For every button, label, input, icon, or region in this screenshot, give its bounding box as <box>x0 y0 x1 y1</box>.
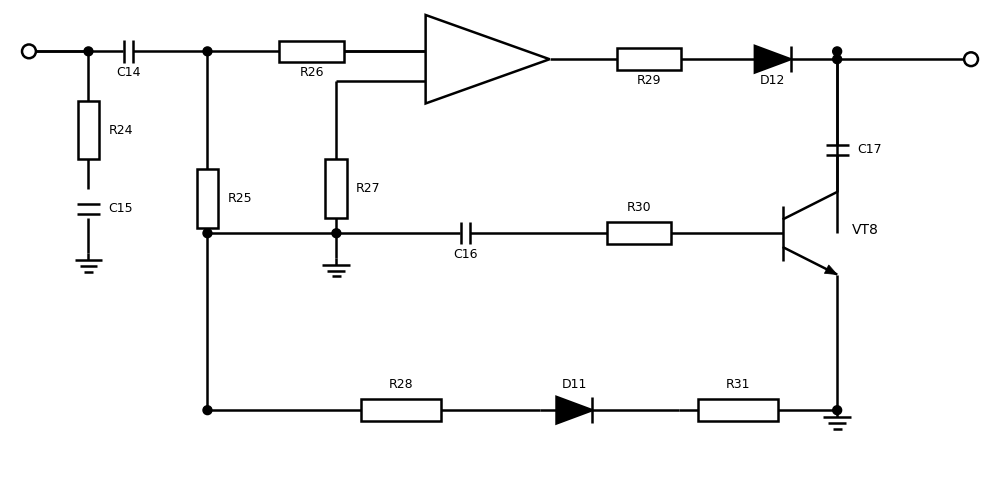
Circle shape <box>84 47 93 56</box>
Text: R29: R29 <box>637 74 661 87</box>
Text: R27: R27 <box>356 182 381 196</box>
Text: C15: C15 <box>108 202 133 215</box>
Text: D12: D12 <box>760 74 785 87</box>
Circle shape <box>203 47 212 56</box>
Bar <box>617 48 681 70</box>
Circle shape <box>964 52 978 66</box>
Bar <box>78 101 99 160</box>
Text: C14: C14 <box>116 67 140 79</box>
Text: +: + <box>439 30 452 45</box>
Bar <box>607 222 671 244</box>
Text: D11: D11 <box>562 378 587 390</box>
Polygon shape <box>426 15 550 104</box>
Text: C17: C17 <box>857 143 882 156</box>
Circle shape <box>203 406 212 415</box>
Text: R31: R31 <box>726 378 750 390</box>
Text: −: − <box>439 72 452 90</box>
Circle shape <box>833 406 842 415</box>
Text: R26: R26 <box>299 67 324 79</box>
Circle shape <box>833 47 842 56</box>
Text: R25: R25 <box>227 192 252 205</box>
Polygon shape <box>824 265 837 275</box>
Text: VT8: VT8 <box>852 223 879 237</box>
Text: R30: R30 <box>627 201 651 213</box>
Circle shape <box>203 229 212 238</box>
Circle shape <box>833 55 842 64</box>
Text: R28: R28 <box>389 378 413 390</box>
Polygon shape <box>557 397 592 423</box>
Text: P: P <box>498 52 507 67</box>
Text: C16: C16 <box>453 248 478 261</box>
Polygon shape <box>755 46 791 72</box>
Circle shape <box>332 229 341 238</box>
Bar <box>361 399 441 421</box>
Bar <box>197 169 218 228</box>
Circle shape <box>22 44 36 58</box>
Bar <box>325 160 347 218</box>
Bar <box>698 399 778 421</box>
Text: R24: R24 <box>108 124 133 137</box>
Bar <box>279 40 344 62</box>
